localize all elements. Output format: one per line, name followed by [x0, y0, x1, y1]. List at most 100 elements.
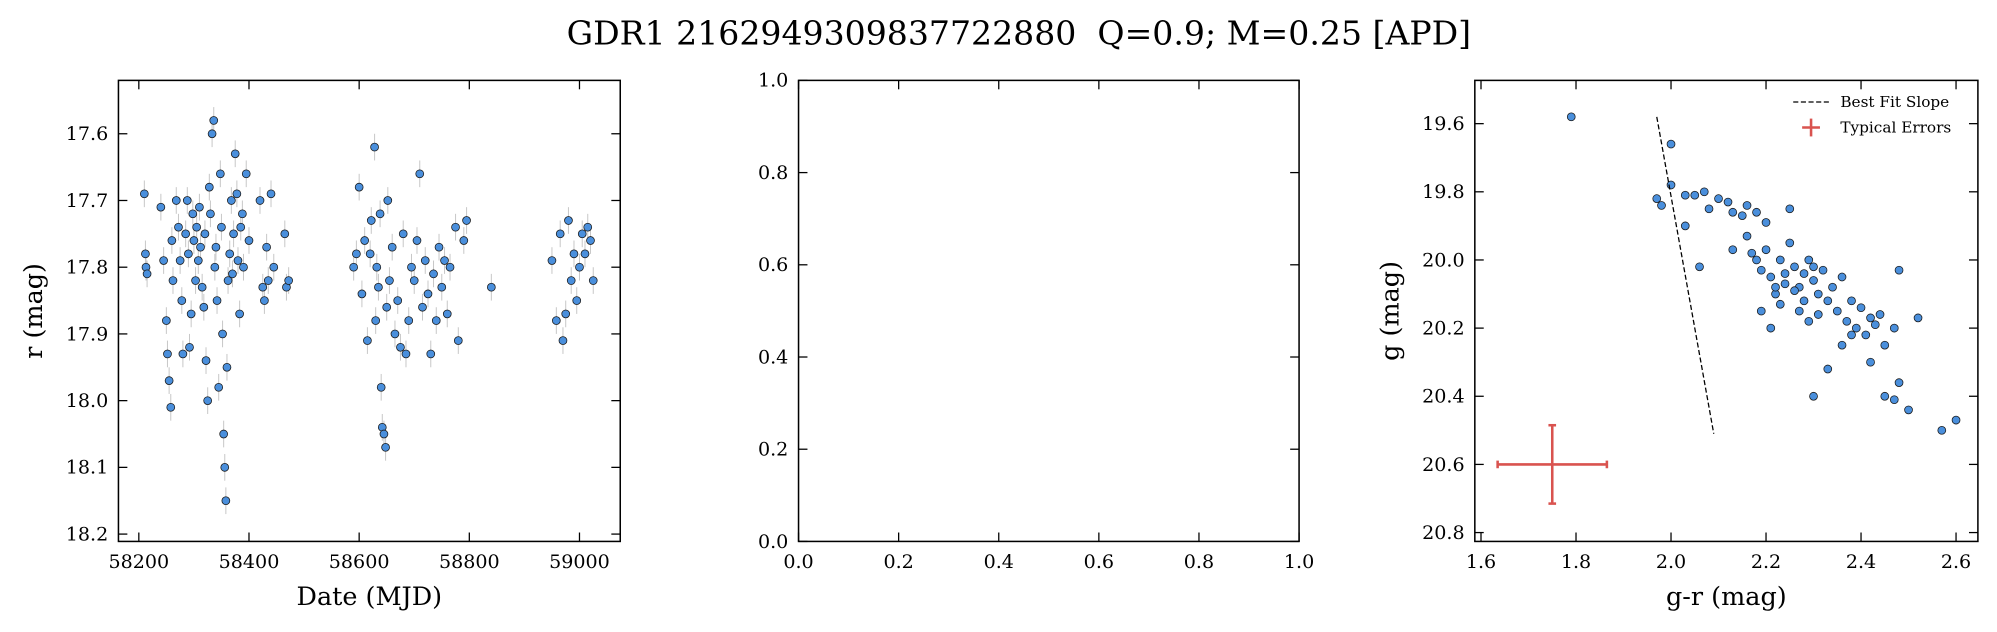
y-tick-label: 19.6 — [1422, 112, 1465, 135]
point — [1790, 286, 1799, 295]
point — [404, 316, 414, 325]
point — [1780, 269, 1790, 278]
point — [1804, 316, 1814, 326]
point — [163, 349, 172, 359]
point — [1695, 262, 1704, 272]
point — [232, 189, 242, 199]
point — [178, 349, 188, 359]
x-tick-label: 1.8 — [1561, 550, 1591, 573]
point — [1723, 197, 1733, 207]
point — [381, 443, 390, 452]
point — [564, 216, 573, 225]
point — [1742, 201, 1752, 210]
point — [569, 249, 579, 259]
point — [1680, 190, 1690, 200]
axes-frame — [117, 79, 622, 543]
point — [1851, 323, 1861, 333]
point — [390, 329, 400, 339]
y-tick-label: 19.8 — [1422, 180, 1465, 203]
x-axis-label: g-r (mag) — [1666, 582, 1787, 612]
point — [1680, 221, 1690, 231]
point — [269, 262, 279, 272]
point — [162, 316, 171, 325]
x-tick-label: 0.4 — [984, 550, 1014, 573]
point — [221, 496, 231, 506]
y-tick-label: 0.2 — [758, 438, 788, 461]
point — [1870, 320, 1880, 330]
point — [184, 249, 193, 259]
point — [407, 262, 416, 272]
point — [453, 336, 463, 345]
point — [363, 336, 372, 345]
axes-frame — [797, 79, 1300, 543]
point — [1752, 207, 1761, 217]
point — [354, 182, 364, 192]
point — [1818, 265, 1828, 275]
point — [357, 289, 367, 299]
point — [552, 316, 561, 325]
point — [1799, 296, 1809, 306]
point — [1737, 211, 1747, 220]
point — [1775, 255, 1785, 265]
point — [1775, 299, 1785, 309]
point — [1690, 190, 1700, 200]
point — [423, 289, 433, 299]
y-axis-label: r (mag) — [19, 263, 49, 359]
point — [577, 229, 587, 239]
point — [451, 222, 460, 232]
point — [200, 229, 210, 239]
point — [415, 169, 425, 179]
point — [174, 222, 183, 232]
point — [182, 196, 192, 205]
y-tick-label: 17.6 — [66, 122, 109, 145]
point — [442, 309, 452, 319]
point — [1889, 323, 1899, 333]
point — [209, 116, 219, 125]
point — [1657, 201, 1666, 210]
x-tick-label: 1.0 — [1284, 550, 1314, 573]
point — [1652, 194, 1662, 203]
point — [203, 396, 213, 405]
point — [219, 429, 228, 439]
point — [186, 309, 196, 319]
y-tick-label: 20.4 — [1422, 385, 1465, 408]
point — [166, 402, 176, 412]
y-tick-label: 17.9 — [66, 322, 109, 345]
point — [284, 276, 293, 285]
point — [175, 256, 185, 265]
point — [1766, 323, 1776, 333]
x-tick-label: 2.4 — [1846, 550, 1876, 573]
y-tick-label: 20.2 — [1422, 316, 1465, 339]
legend-label: Best Fit Slope — [1840, 93, 1949, 111]
point — [555, 229, 565, 239]
point — [1704, 204, 1714, 214]
x-tick-label: 1.6 — [1466, 550, 1496, 573]
point — [352, 249, 361, 259]
point — [385, 276, 394, 285]
axes-frame — [1474, 79, 1979, 543]
point — [370, 142, 379, 152]
point — [191, 276, 200, 285]
point — [199, 302, 209, 312]
point — [1766, 272, 1776, 282]
point — [1913, 313, 1923, 323]
point — [588, 276, 598, 285]
point — [572, 296, 582, 305]
point — [1832, 306, 1842, 316]
point — [201, 356, 211, 365]
point — [487, 282, 496, 292]
point — [189, 236, 199, 245]
point — [393, 296, 403, 305]
point — [263, 276, 273, 285]
point — [566, 276, 576, 285]
point — [206, 209, 215, 219]
y-tick-label: 0.8 — [758, 161, 788, 184]
point — [196, 242, 205, 252]
point — [360, 236, 369, 245]
point — [280, 229, 290, 239]
point — [1742, 231, 1752, 241]
point — [349, 262, 358, 272]
point — [214, 382, 224, 392]
point — [431, 316, 441, 325]
